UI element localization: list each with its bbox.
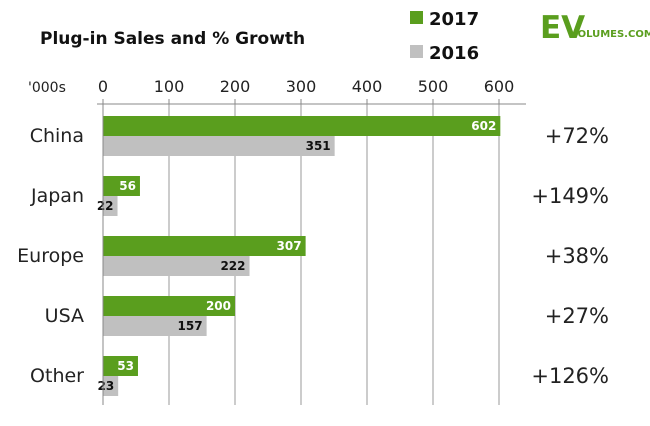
x-tick-label: 300 <box>286 77 317 96</box>
legend: 2017 2016 <box>410 9 479 64</box>
category-label-china: China <box>30 125 84 147</box>
category-label-europe: Europe <box>17 245 84 267</box>
value-label-china-2016: 351 <box>306 139 331 153</box>
bar-other-2016 <box>103 376 119 396</box>
category-label-japan: Japan <box>30 185 84 207</box>
value-label-usa-2017: 200 <box>206 299 231 313</box>
unit-label: '000s <box>28 80 66 96</box>
bar-other-2017 <box>103 356 138 376</box>
value-label-other-2016: 23 <box>97 379 114 393</box>
x-tick-label: 0 <box>98 77 108 96</box>
legend-swatch-2016 <box>410 45 423 58</box>
value-label-japan-2017: 56 <box>119 179 136 193</box>
growth-label-japan: +149% <box>531 184 609 208</box>
legend-label-2016: 2016 <box>429 43 479 64</box>
growth-labels: +72% +149% +38% +27% +126% <box>531 124 609 388</box>
category-labels: China Japan Europe USA Other <box>17 125 84 387</box>
growth-label-usa: +27% <box>545 304 609 328</box>
x-tick-label: 500 <box>418 77 449 96</box>
category-label-usa: USA <box>45 305 84 327</box>
bar-china-2016 <box>103 136 335 156</box>
bar-usa-2017 <box>103 296 235 316</box>
legend-label-2017: 2017 <box>429 9 479 30</box>
x-tick-label: 200 <box>220 77 251 96</box>
bar-japan-2017 <box>103 176 140 196</box>
value-label-europe-2017: 307 <box>277 239 302 253</box>
bars <box>103 116 501 396</box>
bar-europe-2016 <box>103 256 250 276</box>
value-label-europe-2016: 222 <box>220 259 245 273</box>
chart-title: Plug-in Sales and % Growth <box>40 29 305 49</box>
value-label-other-2017: 53 <box>117 359 134 373</box>
growth-label-china: +72% <box>545 124 609 148</box>
value-label-china-2017: 602 <box>471 119 496 133</box>
legend-swatch-2017 <box>410 11 423 24</box>
growth-label-europe: +38% <box>545 244 609 268</box>
logo-volumes-text: VOLUMES.COM <box>570 29 650 40</box>
x-axis-ticks: 0 100 200 300 400 500 600 <box>98 77 514 104</box>
growth-label-other: +126% <box>531 364 609 388</box>
bar-usa-2016 <box>103 316 207 336</box>
logo-ev-text: EV <box>540 10 585 46</box>
x-tick-label: 400 <box>352 77 383 96</box>
bar-europe-2017 <box>103 236 306 256</box>
logo: EV VOLUMES.COM <box>540 10 650 46</box>
bar-japan-2016 <box>103 196 118 216</box>
x-tick-label: 100 <box>154 77 185 96</box>
value-label-japan-2016: 22 <box>97 199 114 213</box>
bar-china-2017 <box>103 116 501 136</box>
value-label-usa-2016: 157 <box>178 319 203 333</box>
x-tick-label: 600 <box>484 77 515 96</box>
category-label-other: Other <box>30 365 84 387</box>
